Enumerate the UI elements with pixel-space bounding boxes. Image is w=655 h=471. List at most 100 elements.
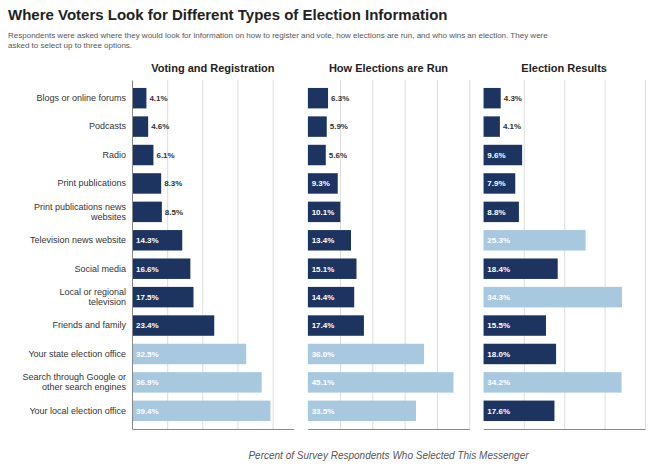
- bar: [483, 372, 621, 392]
- y-tick: Television news website: [30, 235, 132, 245]
- data-label: 23.4%: [136, 321, 159, 330]
- y-tick: Friends and family: [52, 320, 132, 330]
- grid-line: [645, 80, 646, 429]
- bars: [308, 88, 454, 421]
- bar: [308, 315, 364, 335]
- data-label: 9.3%: [312, 179, 330, 188]
- x-tick: [469, 80, 470, 429]
- panel-title: Election Results: [521, 62, 607, 74]
- y-tick-label: Podcasts: [89, 121, 127, 131]
- y-axis-line: [132, 81, 133, 430]
- bar: [483, 116, 500, 136]
- y-tick-label: Print publications newswebsites: [34, 202, 127, 222]
- bars: [132, 88, 270, 421]
- bar: [308, 202, 341, 222]
- bar: [483, 315, 546, 335]
- data-label: 34.3%: [487, 293, 510, 302]
- bar: [483, 202, 519, 222]
- bar: [308, 173, 338, 193]
- data-label: 16.6%: [136, 265, 159, 274]
- data-label: 45.1%: [312, 378, 335, 387]
- bar: [132, 202, 162, 222]
- panel: 6.3%5.9%5.6%9.3%10.1%13.4%15.1%14.4%17.4…: [308, 62, 470, 430]
- bar: [132, 287, 194, 307]
- data-label: 18.4%: [487, 265, 510, 274]
- x-axis-line: [484, 429, 646, 430]
- bar: [308, 344, 424, 364]
- bar: [483, 258, 557, 278]
- data-label: 6.3%: [331, 94, 349, 103]
- y-tick-label: Print publications: [57, 178, 126, 188]
- chart-svg: Where Voters Look for Different Types of…: [0, 0, 655, 471]
- bar: [132, 401, 270, 421]
- data-label: 15.1%: [312, 265, 335, 274]
- grid-line: [273, 80, 274, 429]
- panel: 4.1%4.6%6.1%8.3%8.5%14.3%16.6%17.5%23.4%…: [22, 62, 294, 430]
- y-tick: Radio: [102, 150, 132, 160]
- data-label: 8.3%: [164, 179, 182, 188]
- panel-title: Voting and Registration: [151, 62, 275, 74]
- bar: [308, 258, 357, 278]
- y-tick-label: Social media: [74, 264, 126, 274]
- data-label: 15.5%: [487, 321, 510, 330]
- x-axis-line: [308, 429, 470, 430]
- bar: [132, 88, 146, 108]
- bar: [308, 230, 351, 250]
- data-label: 13.4%: [312, 236, 335, 245]
- x-tick: [273, 80, 274, 429]
- data-label: 10.1%: [312, 208, 335, 217]
- bar: [132, 173, 161, 193]
- bar: [483, 401, 554, 421]
- x-axis: [484, 80, 646, 430]
- y-tick-label: Friends and family: [52, 320, 126, 330]
- bar: [132, 230, 182, 250]
- y-tick-label: Your local election office: [29, 406, 126, 416]
- data-label: 8.8%: [487, 208, 505, 217]
- bar: [483, 145, 522, 165]
- x-axis-line: [133, 429, 295, 430]
- y-tick: Social media: [74, 264, 132, 274]
- y-tick: Podcasts: [89, 121, 132, 131]
- data-label: 36.0%: [312, 350, 335, 359]
- data-label: 18.0%: [487, 350, 510, 359]
- y-tick: Print publications newswebsites: [34, 202, 132, 222]
- grid-line: [469, 80, 470, 429]
- y-tick-label: Television news website: [30, 235, 126, 245]
- data-label: 14.3%: [136, 236, 159, 245]
- x-tick: [645, 80, 646, 429]
- data-label: 14.4%: [312, 293, 335, 302]
- data-label: 4.1%: [149, 94, 167, 103]
- bar: [483, 287, 622, 307]
- x-axis: [308, 80, 470, 430]
- subtitle: Respondents were asked where they would …: [8, 31, 548, 50]
- bar: [483, 173, 515, 193]
- bars: [483, 88, 622, 421]
- data-label: 6.1%: [156, 151, 174, 160]
- bar: [132, 315, 214, 335]
- data-label: 17.4%: [312, 321, 335, 330]
- data-label: 17.5%: [136, 293, 159, 302]
- bar: [308, 401, 416, 421]
- data-label: 9.6%: [487, 151, 505, 160]
- data-label: 32.5%: [136, 350, 159, 359]
- data-label: 36.9%: [136, 378, 159, 387]
- y-tick: Blogs or online forums: [36, 93, 132, 103]
- data-label: 4.3%: [504, 94, 522, 103]
- y-tick: Local or regionaltelevision: [59, 287, 132, 307]
- data-label: 39.4%: [136, 407, 159, 416]
- data-label: 34.2%: [487, 378, 510, 387]
- y-tick-label: Search through Google orother search eng…: [22, 372, 126, 392]
- data-label: 4.1%: [503, 122, 521, 131]
- y-tick: Print publications: [57, 178, 132, 188]
- data-label: 5.9%: [330, 122, 348, 131]
- x-axis-title: Percent of Survey Respondents Who Select…: [248, 450, 529, 461]
- bar: [132, 372, 262, 392]
- y-tick: Your state election office: [28, 349, 132, 359]
- y-axis: Blogs or online forums Podcasts Radio Print…: [22, 81, 132, 430]
- data-label: 17.6%: [487, 407, 510, 416]
- data-label: 33.5%: [312, 407, 335, 416]
- y-tick-label: Local or regionaltelevision: [59, 287, 126, 307]
- y-tick: Search through Google orother search eng…: [22, 372, 132, 392]
- bar: [308, 88, 328, 108]
- data-label: 8.5%: [165, 208, 183, 217]
